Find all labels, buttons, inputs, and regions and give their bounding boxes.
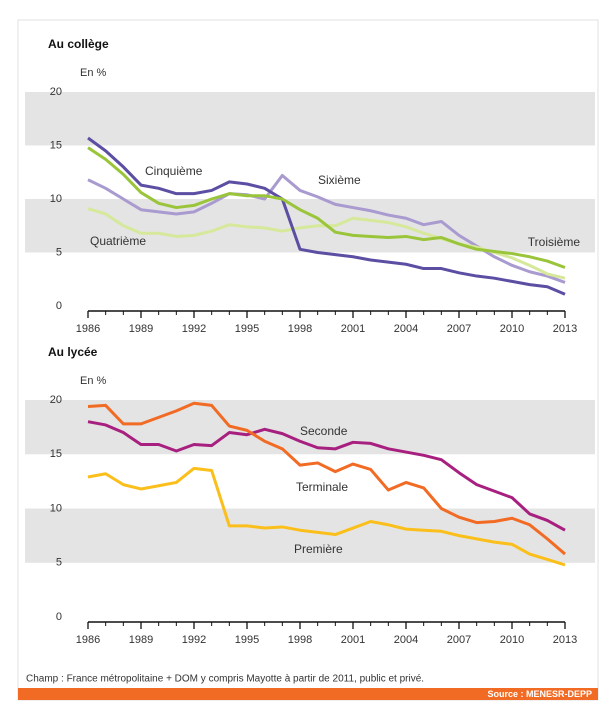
series-label: Seconde	[300, 424, 348, 438]
chart-title: Au lycée	[48, 345, 98, 359]
x-tick-label: 1989	[129, 323, 153, 335]
series-line	[87, 466, 566, 567]
y-tick-label: 10	[50, 502, 62, 514]
x-tick-label: 2004	[394, 634, 418, 646]
x-tick-label: 2013	[553, 323, 577, 335]
series-line	[87, 136, 566, 296]
x-tick-label: 2004	[394, 323, 418, 335]
x-tick-label: 1989	[129, 634, 153, 646]
y-axis-label: En %	[80, 67, 107, 79]
y-tick-label: 20	[50, 86, 62, 98]
source-bar	[18, 688, 598, 700]
chart-title: Au collège	[48, 37, 109, 51]
footnote: Champ : France métropolitaine + DOM y co…	[26, 674, 424, 685]
x-tick-label: 1998	[288, 634, 312, 646]
y-tick-label: 5	[56, 246, 62, 258]
y-tick-label: 5	[56, 557, 62, 569]
x-tick-label: 2010	[500, 323, 524, 335]
x-tick-label: 1986	[76, 323, 100, 335]
y-tick-label: 10	[50, 193, 62, 205]
series-line	[87, 146, 566, 269]
y-tick-label: 15	[50, 448, 62, 460]
x-tick-label: 2001	[341, 634, 365, 646]
x-tick-label: 1995	[235, 634, 259, 646]
x-tick-label: 2007	[447, 323, 471, 335]
series-line	[87, 401, 566, 556]
y-tick-label: 0	[56, 300, 62, 312]
series-label: Troisième	[528, 235, 581, 249]
series-label: Première	[294, 542, 343, 556]
x-tick-label: 1992	[182, 634, 206, 646]
x-tick-label: 2007	[447, 634, 471, 646]
x-tick-label: 1995	[235, 323, 259, 335]
x-tick-label: 1998	[288, 323, 312, 335]
grid-band	[25, 508, 595, 563]
x-tick-label: 1986	[76, 634, 100, 646]
x-tick-label: 1992	[182, 323, 206, 335]
y-tick-label: 0	[56, 611, 62, 623]
x-tick-label: 2010	[500, 634, 524, 646]
y-tick-label: 20	[50, 394, 62, 406]
series-label: Cinquième	[145, 164, 203, 178]
series-label: Terminale	[296, 480, 348, 494]
x-tick-label: 2013	[553, 634, 577, 646]
y-axis-label: En %	[80, 375, 107, 387]
y-tick-label: 15	[50, 139, 62, 151]
series-line	[87, 420, 566, 532]
source: Source : MENESR-DEPP	[487, 689, 592, 699]
series-label: Quatrième	[90, 234, 146, 248]
series-label: Sixième	[318, 173, 361, 187]
x-tick-label: 2001	[341, 323, 365, 335]
grid-band	[25, 92, 595, 146]
